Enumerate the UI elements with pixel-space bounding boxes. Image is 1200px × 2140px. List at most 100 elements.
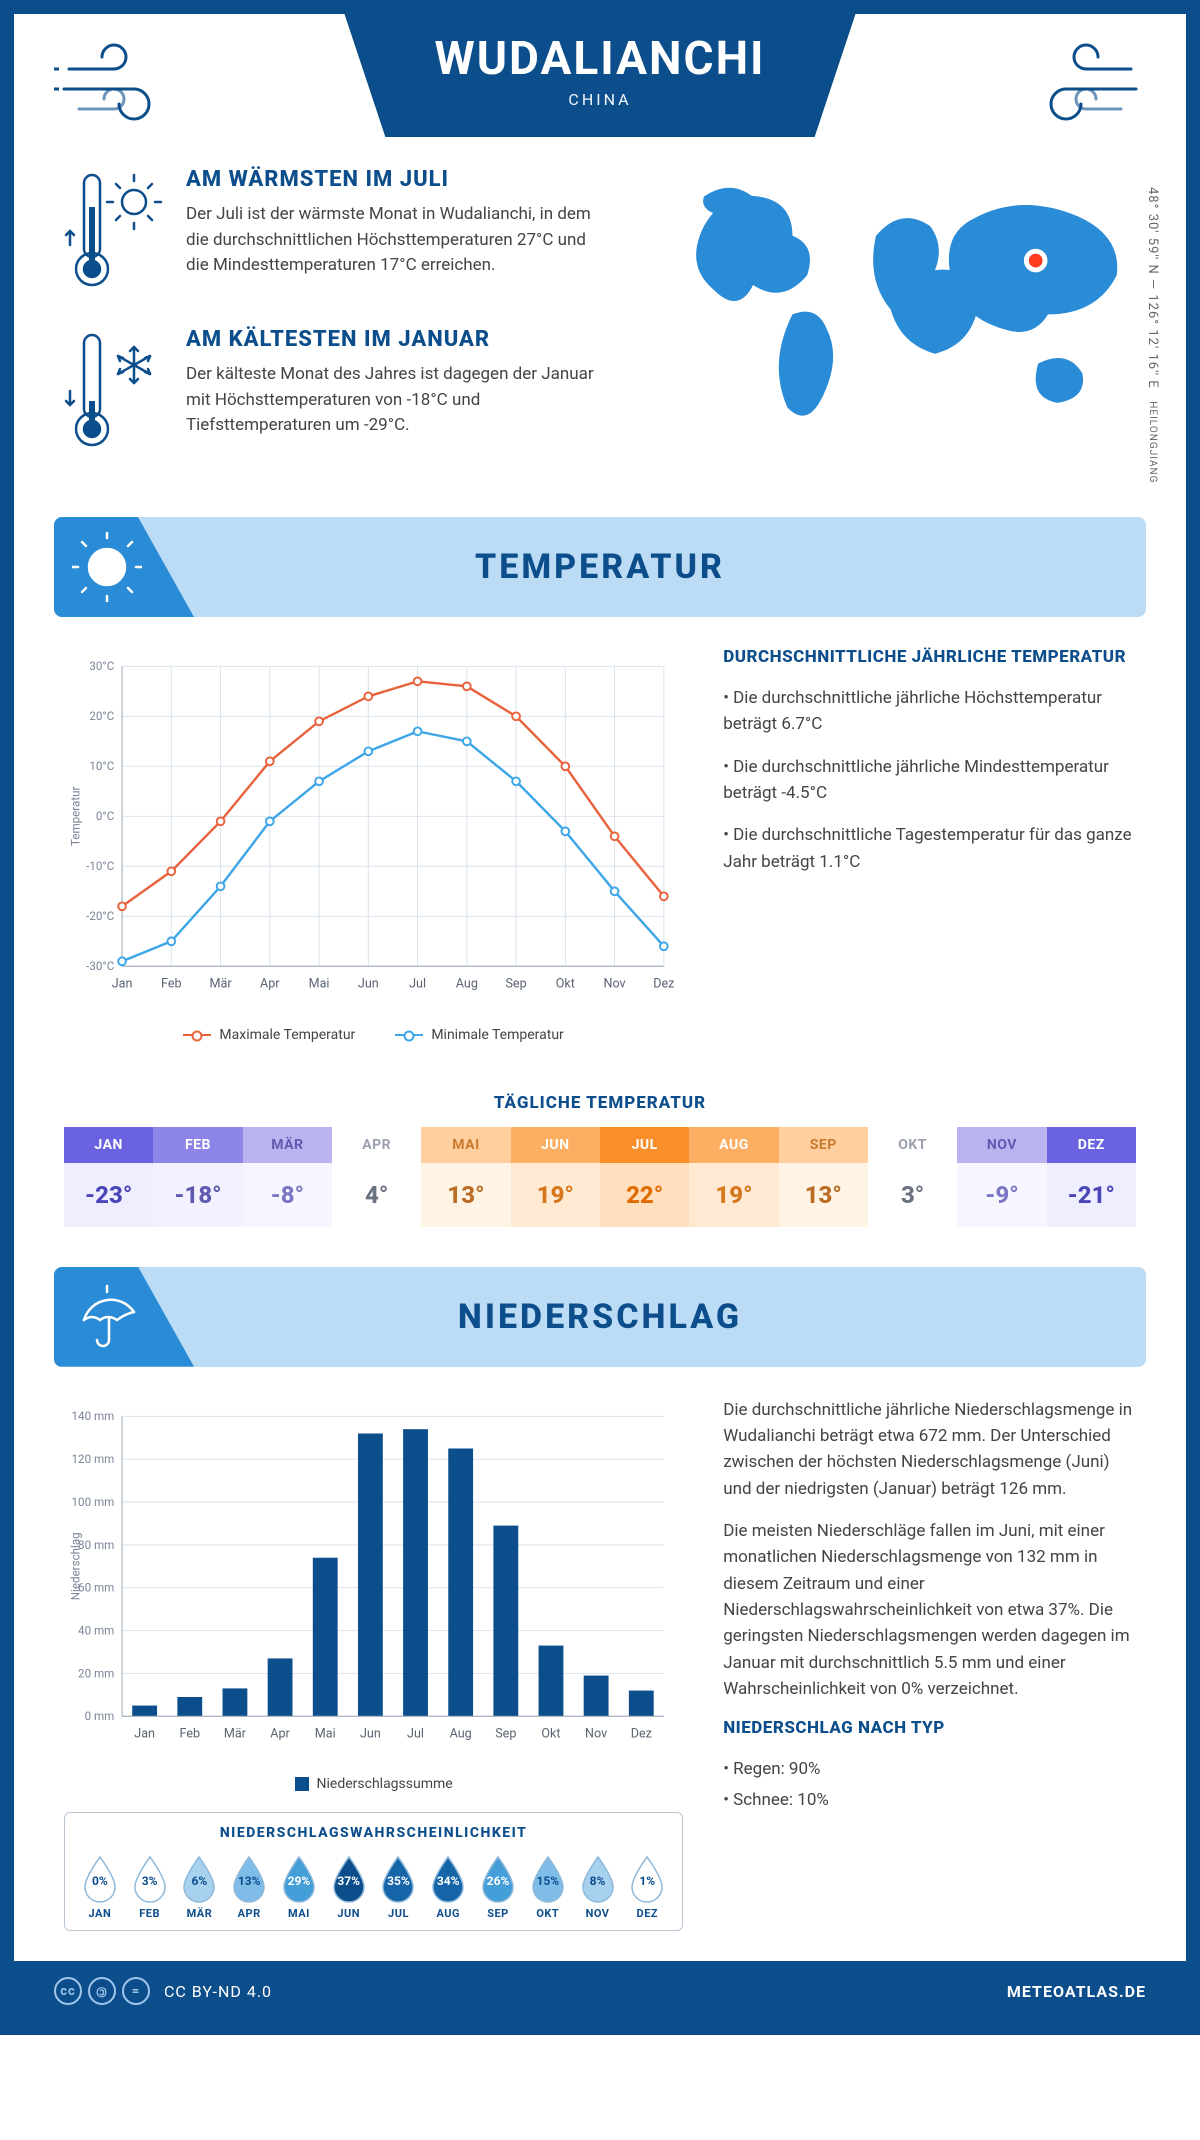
warmest-text: Der Juli ist der wärmste Monat in Wudali… [186, 202, 605, 279]
daily-cell: NOV -9° [957, 1127, 1046, 1227]
coldest-title: AM KÄLTESTEN IM JANUAR [186, 327, 605, 352]
coldest-fact: AM KÄLTESTEN IM JANUAR Der kälteste Mona… [64, 327, 605, 457]
daily-cell: JUN 19° [511, 1127, 600, 1227]
sun-icon [72, 532, 142, 602]
precipitation-probability-box: NIEDERSCHLAGSWAHRSCHEINLICHKEIT 0% JAN 3… [64, 1812, 683, 1931]
svg-text:140 mm: 140 mm [72, 1409, 115, 1423]
svg-text:Niederschlag: Niederschlag [68, 1532, 82, 1600]
svg-text:Jan: Jan [112, 977, 133, 992]
svg-text:Okt: Okt [556, 977, 575, 992]
svg-text:Nov: Nov [604, 977, 626, 992]
prob-drop: 13% APR [224, 1853, 274, 1920]
legend-precip-label: Niederschlagssumme [317, 1776, 453, 1792]
site-name: METEOATLAS.DE [1007, 1982, 1146, 2001]
prob-drop: 34% AUG [423, 1853, 473, 1920]
precip-type-title: NIEDERSCHLAG NACH TYP [723, 1718, 1136, 1738]
legend-max-label: Maximale Temperatur [219, 1027, 355, 1043]
svg-text:40 mm: 40 mm [78, 1623, 114, 1637]
daily-cell: OKT 3° [868, 1127, 957, 1227]
prob-drop: 3% FEB [125, 1853, 175, 1920]
precip-p2: Die meisten Niederschläge fallen im Juni… [723, 1518, 1136, 1702]
svg-text:-30°C: -30°C [86, 959, 115, 973]
precip-type1: • Regen: 90% [723, 1756, 1136, 1782]
thermometer-cold-icon [64, 327, 164, 457]
svg-text:Aug: Aug [456, 977, 478, 992]
svg-text:0 mm: 0 mm [85, 1709, 115, 1723]
wind-icon-left [54, 34, 194, 134]
daily-cell: AUG 19° [689, 1127, 778, 1227]
svg-text:Jul: Jul [407, 1726, 424, 1741]
section-title-temperature: TEMPERATUR [475, 547, 725, 587]
prob-drop: 6% MÄR [175, 1853, 225, 1920]
svg-text:Temperatur: Temperatur [68, 787, 82, 847]
daily-cell: MÄR -8° [243, 1127, 332, 1227]
cc-icons: cc🄯= [54, 1977, 150, 2005]
daily-cell: JAN -23° [64, 1127, 153, 1227]
svg-text:-20°C: -20°C [86, 909, 115, 923]
prob-drop: 26% SEP [473, 1853, 523, 1920]
daily-cell: SEP 13° [779, 1127, 868, 1227]
daily-cell: JUL 22° [600, 1127, 689, 1227]
svg-text:Feb: Feb [180, 1726, 201, 1741]
prob-drop: 15% OKT [523, 1853, 573, 1920]
city-title: WUDALIANCHI [434, 32, 765, 86]
temp-bullet: • Die durchschnittliche jährliche Höchst… [723, 685, 1136, 738]
warmest-fact: AM WÄRMSTEN IM JULI Der Juli ist der wär… [64, 167, 605, 297]
svg-text:Sep: Sep [505, 977, 526, 992]
title-banner: WUDALIANCHI CHINA [344, 14, 855, 137]
daily-cell: APR 4° [332, 1127, 421, 1227]
intro-section: AM WÄRMSTEN IM JULI Der Juli ist der wär… [14, 137, 1186, 507]
svg-text:0°C: 0°C [96, 809, 115, 823]
daily-cell: MAI 13° [421, 1127, 510, 1227]
section-bar-temperature: TEMPERATUR [54, 517, 1146, 617]
svg-text:Nov: Nov [585, 1726, 607, 1741]
svg-text:30°C: 30°C [89, 659, 114, 673]
world-map [645, 167, 1136, 442]
svg-text:100 mm: 100 mm [72, 1495, 115, 1509]
legend-min-label: Minimale Temperatur [431, 1027, 563, 1043]
prob-drop: 37% JUN [324, 1853, 374, 1920]
svg-text:Jul: Jul [409, 977, 426, 992]
svg-text:Apr: Apr [260, 977, 280, 992]
svg-text:60 mm: 60 mm [78, 1580, 114, 1594]
svg-text:120 mm: 120 mm [72, 1452, 115, 1466]
daily-cell: DEZ -21° [1047, 1127, 1136, 1227]
precip-type2: • Schnee: 10% [723, 1787, 1136, 1813]
svg-text:20 mm: 20 mm [78, 1666, 114, 1680]
svg-text:Apr: Apr [270, 1726, 290, 1741]
svg-text:Mai: Mai [315, 1726, 336, 1741]
temp-bullet: • Die durchschnittliche Tagestemperatur … [723, 822, 1136, 875]
coldest-text: Der kälteste Monat des Jahres ist dagege… [186, 362, 605, 439]
svg-text:Okt: Okt [541, 1726, 560, 1741]
prob-drop: 0% JAN [75, 1853, 125, 1920]
daily-temp-title: TÄGLICHE TEMPERATUR [14, 1093, 1186, 1113]
map-column: 48° 30' 59'' N — 126° 12' 16'' E HEILONG… [645, 167, 1136, 487]
svg-text:10°C: 10°C [89, 759, 114, 773]
section-title-precipitation: NIEDERSCHLAG [458, 1297, 742, 1337]
svg-text:Aug: Aug [450, 1726, 472, 1741]
section-bar-precipitation: NIEDERSCHLAG [54, 1267, 1146, 1367]
precip-chart-legend: Niederschlagssumme [64, 1776, 683, 1792]
svg-text:Jan: Jan [134, 1726, 155, 1741]
prob-drop: 1% DEZ [622, 1853, 672, 1920]
temp-chart-legend: Maximale Temperatur Minimale Temperatur [64, 1027, 683, 1043]
svg-text:Mär: Mär [210, 977, 233, 992]
svg-text:Dez: Dez [653, 977, 674, 992]
prob-drop: 35% JUL [374, 1853, 424, 1920]
svg-text:Jun: Jun [358, 977, 379, 992]
coordinates: 48° 30' 59'' N — 126° 12' 16'' E HEILONG… [1145, 187, 1160, 484]
svg-text:Feb: Feb [161, 977, 182, 992]
svg-text:Mai: Mai [309, 977, 330, 992]
prob-title: NIEDERSCHLAGSWAHRSCHEINLICHKEIT [75, 1825, 672, 1841]
svg-text:Dez: Dez [631, 1726, 652, 1741]
page-frame: WUDALIANCHI CHINA AM WÄRMSTEN IM JULI [0, 0, 1200, 2035]
header: WUDALIANCHI CHINA [14, 14, 1186, 137]
country: CHINA [434, 90, 765, 109]
daily-temperature-strip: JAN -23° FEB -18° MÄR -8° APR 4° MAI 13°… [64, 1127, 1136, 1227]
temperature-summary: DURCHSCHNITTLICHE JÄHRLICHE TEMPERATUR •… [723, 647, 1136, 1043]
temp-bullet: • Die durchschnittliche jährliche Mindes… [723, 754, 1136, 807]
precipitation-bar-chart: 0 mm20 mm40 mm60 mm80 mm100 mm120 mm140 … [64, 1397, 683, 1765]
daily-cell: FEB -18° [153, 1127, 242, 1227]
precip-p1: Die durchschnittliche jährliche Niedersc… [723, 1397, 1136, 1502]
svg-text:Sep: Sep [495, 1726, 516, 1741]
